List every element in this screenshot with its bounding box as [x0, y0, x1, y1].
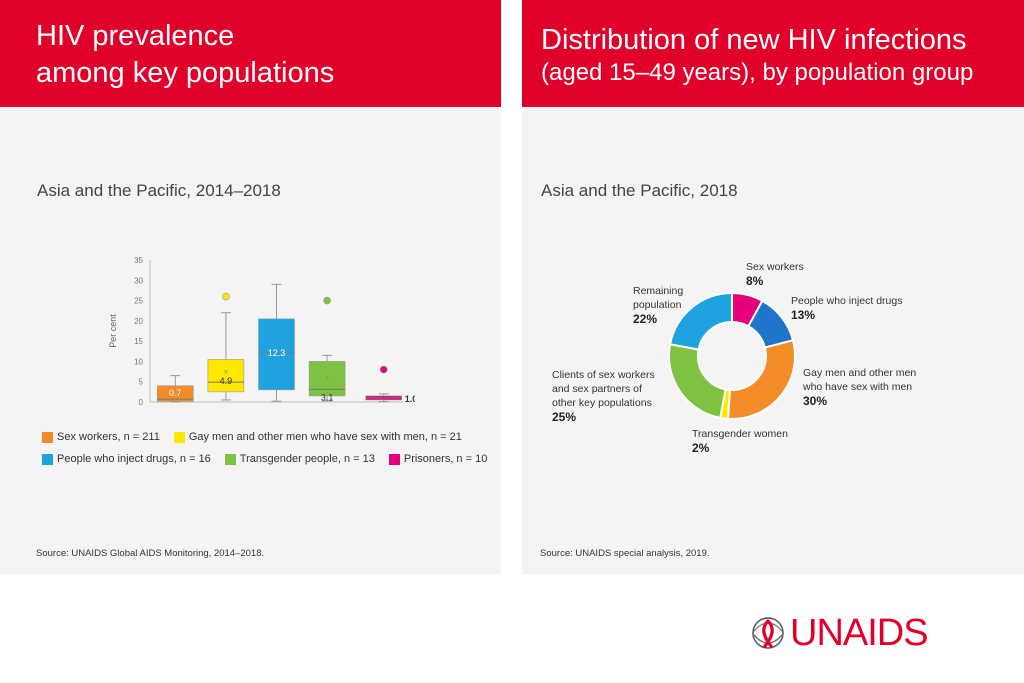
box-outlier-tg [323, 296, 331, 305]
legend-label-transgender: Transgender people, n = 13 [239, 453, 375, 465]
left-header: HIV prevalence among key populations [0, 0, 501, 107]
box-outlier-msm [222, 292, 230, 301]
y-axis-label: Per cent [108, 314, 118, 348]
donut-label-line: Remaining [633, 285, 683, 297]
box-mean-marker: × [325, 374, 330, 383]
left-panel: HIV prevalence among key populations Asi… [0, 0, 501, 574]
box-pwid [258, 318, 295, 391]
donut-pct-label: 30% [803, 394, 827, 408]
y-tick-label: 5 [139, 378, 144, 387]
legend-item-prisoners: Prisoners, n = 10 [388, 453, 488, 465]
right-region-label: Asia and the Pacific, 2018 [541, 181, 738, 200]
donut-pct-label: 25% [552, 410, 576, 424]
donut-label: Clients of sex workers and sex partners o… [552, 369, 655, 409]
donut-label-line: other key populations [552, 397, 652, 409]
donut-label-line: Clients of sex workers [552, 369, 655, 381]
donut-label: Sex workers [746, 261, 804, 273]
y-tick-label: 25 [134, 297, 143, 306]
legend-item-pwid: People who inject drugs, n = 16 [42, 453, 211, 465]
right-title-line1: Distribution of new HIV infections [541, 24, 967, 56]
box-median-label-pwid: 12.3 [268, 348, 286, 358]
box-outlier-pr [379, 365, 388, 374]
legend-swatch-msm [173, 431, 185, 443]
donut-label-line: and sex partners of [552, 383, 642, 395]
donut-pct-label: 22% [633, 312, 657, 326]
donut-label-line: People who inject drugs [791, 295, 903, 307]
donut-label: Transgender women [692, 428, 788, 440]
right-title-line2: (aged 15–49 years), by population group [541, 59, 974, 86]
donut-slice [726, 339, 796, 420]
legend-label-msm: Gay men and other men who have sex with … [188, 431, 462, 443]
right-panel: Distribution of new HIV infections (aged… [522, 0, 1024, 574]
donut-label-line: Transgender women [692, 428, 788, 440]
legend-label-pwid: People who inject drugs, n = 16 [57, 453, 211, 465]
donut-label-line: Gay men and other men [803, 367, 916, 379]
legend-label-prisoners: Prisoners, n = 10 [403, 453, 488, 465]
y-tick-label: 10 [134, 357, 143, 366]
box-sw [156, 385, 194, 402]
donut-pct-label: 13% [791, 308, 815, 322]
legend-row-1: Sex workers, n = 211 Gay men and other m… [42, 431, 476, 443]
legend-swatch-pwid [42, 453, 53, 465]
legend-swatch-prisoners [388, 453, 400, 465]
legend-item-transgender: Transgender people, n = 13 [224, 453, 375, 465]
donut-label-line: population [633, 299, 682, 311]
y-tick-label: 0 [139, 398, 144, 407]
un-emblem-icon [752, 617, 784, 649]
right-source: Source: UNAIDS special analysis, 2019. [540, 548, 710, 559]
legend-swatch-sex-workers [42, 431, 53, 443]
donut-label: Remaining population [633, 285, 683, 311]
legend-label-sex-workers: Sex workers, n = 211 [57, 431, 160, 443]
legend-item-sex-workers: Sex workers, n = 211 [42, 431, 160, 443]
donut-label-line: who have sex with men [802, 381, 912, 393]
y-tick-label: 15 [134, 337, 143, 346]
legend-item-msm: Gay men and other men who have sex with … [173, 431, 462, 443]
donut-label: People who inject drugs [791, 295, 903, 307]
box-median-label-msm: 4.9 [220, 376, 233, 386]
donut-label: Gay men and other men who have sex with m… [802, 367, 916, 393]
donut-label-line: Sex workers [746, 261, 804, 273]
box-tg [308, 361, 346, 397]
left-source: Source: UNAIDS Global AIDS Monitoring, 2… [36, 548, 265, 559]
box-median-label-sw: 0.7 [169, 388, 182, 398]
box-msm [207, 359, 245, 393]
box-mean-marker: × [224, 368, 229, 377]
box-median-label-tg: 3.1 [321, 392, 334, 402]
right-header: Distribution of new HIV infections (aged… [522, 0, 1024, 107]
left-title-line1: HIV prevalence [36, 20, 235, 52]
logo-text: UNAIDS [790, 611, 929, 654]
unaids-logo: UNAIDS [748, 611, 948, 655]
donut-pct-label: 2% [692, 441, 710, 455]
y-tick-label: 35 [134, 256, 143, 265]
donut-pct-label: 8% [746, 274, 764, 288]
legend-row-2: People who inject drugs, n = 16 Transgen… [42, 453, 501, 465]
y-tick-label: 30 [134, 276, 143, 285]
box-median-label-pr: 1.0 [405, 394, 415, 404]
legend-swatch-transgender [224, 453, 236, 465]
donut-slice [668, 291, 733, 351]
y-tick-label: 20 [134, 317, 143, 326]
left-title-line2: among key populations [36, 57, 335, 89]
left-region-label: Asia and the Pacific, 2014–2018 [37, 181, 281, 200]
donut-slice [668, 343, 727, 420]
